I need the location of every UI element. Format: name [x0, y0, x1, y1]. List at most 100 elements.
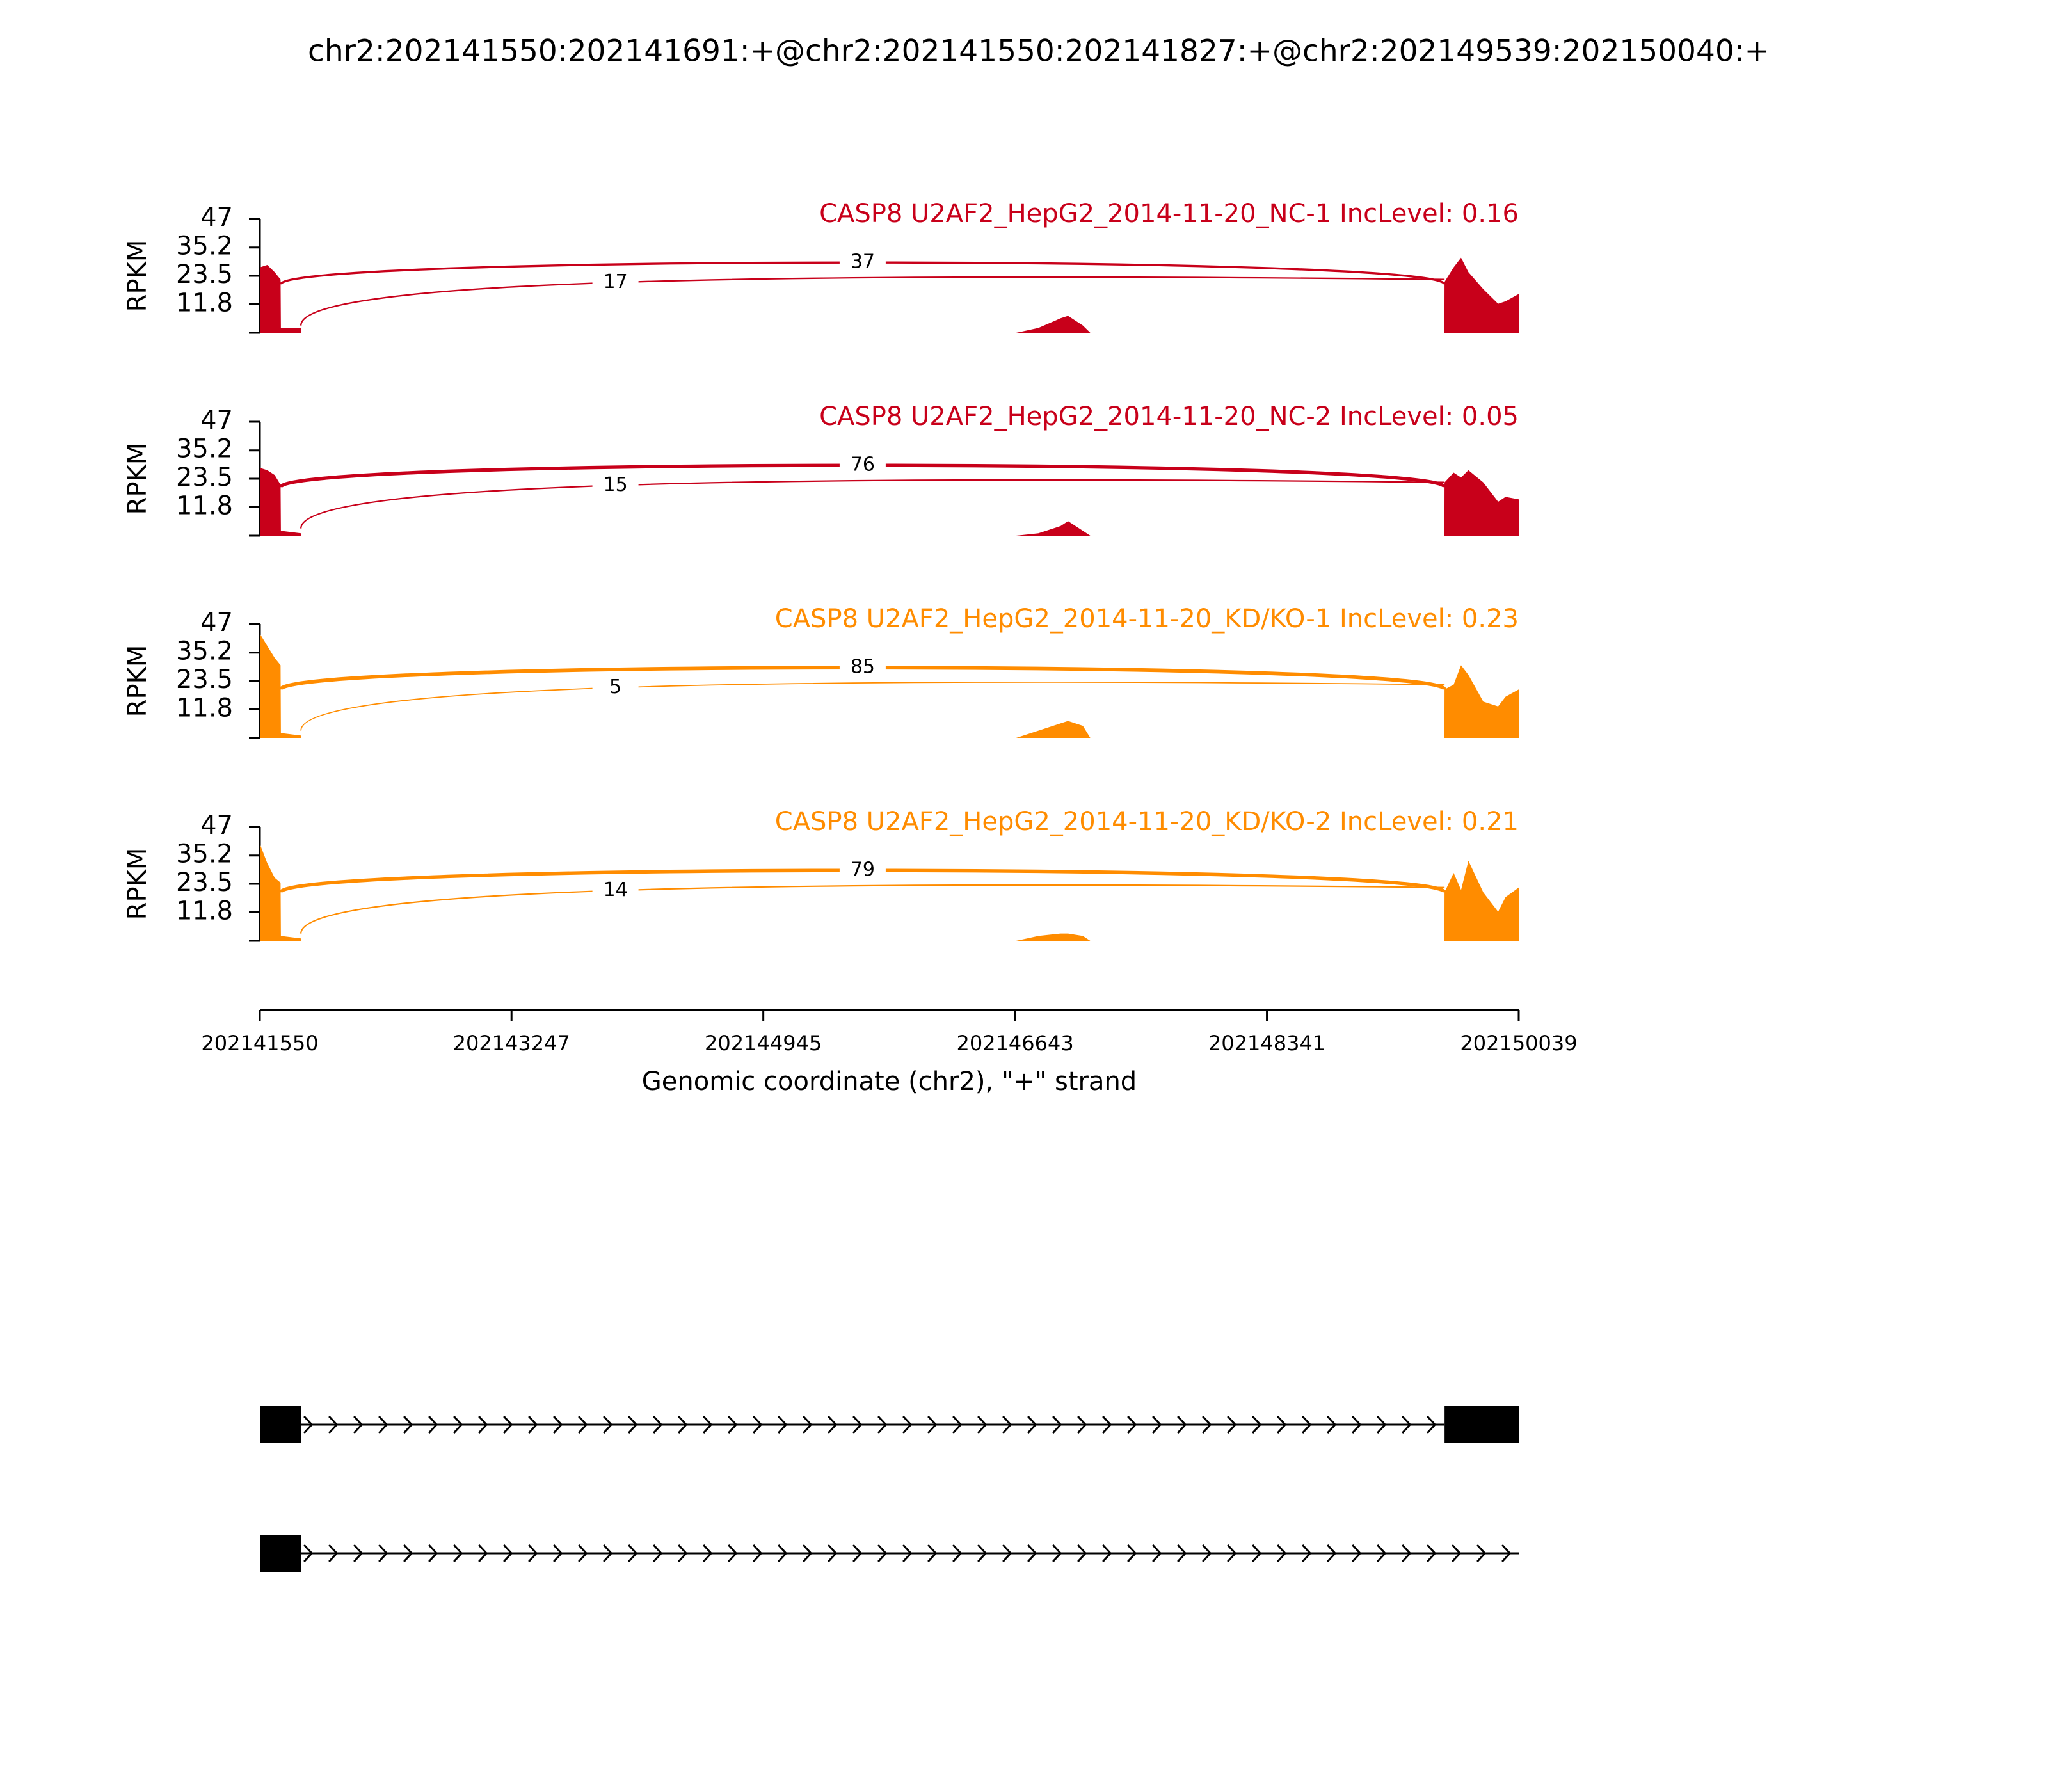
strand-chevron	[1152, 1544, 1162, 1563]
strand-chevron	[1327, 1544, 1337, 1563]
y-tick-label: 35.2	[176, 232, 233, 261]
strand-chevron	[1476, 1544, 1487, 1563]
strand-chevron	[1277, 1415, 1287, 1434]
y-tick-label: 23.5	[176, 665, 233, 694]
strand-chevron	[753, 1415, 763, 1434]
strand-chevron	[753, 1544, 763, 1563]
strand-chevron	[728, 1415, 738, 1434]
strand-chevron	[653, 1544, 663, 1563]
strand-chevron	[1127, 1415, 1137, 1434]
strand-chevron	[1102, 1415, 1112, 1434]
strand-chevron	[1327, 1415, 1337, 1434]
panel-title: CASP8 U2AF2_HepG2_2014-11-20_NC-1 IncLev…	[819, 199, 1519, 228]
junction-label-box	[839, 454, 886, 477]
strand-chevron	[1302, 1544, 1312, 1563]
exon	[260, 1406, 301, 1443]
strand-chevron	[703, 1415, 713, 1434]
x-tick-label: 202146643	[956, 1031, 1073, 1055]
strand-chevron	[1227, 1544, 1237, 1563]
x-tick-label: 202144945	[705, 1031, 822, 1055]
y-tick-label: 11.8	[176, 693, 233, 723]
strand-chevron	[503, 1415, 513, 1434]
strand-chevron	[1501, 1544, 1512, 1563]
strand-chevron	[1152, 1415, 1162, 1434]
strand-chevron	[553, 1544, 563, 1563]
strand-chevron	[977, 1544, 988, 1563]
y-axis-label: RPKM	[123, 443, 152, 515]
strand-chevron	[828, 1544, 838, 1563]
y-tick-label: 47	[200, 811, 233, 840]
x-tick-label: 202143247	[453, 1031, 570, 1055]
junction-label-box	[592, 879, 639, 902]
strand-chevron	[528, 1544, 538, 1563]
y-tick-label: 23.5	[176, 260, 233, 289]
y-tick-label: 11.8	[176, 491, 233, 520]
strand-chevron	[1427, 1544, 1437, 1563]
y-tick-label: 23.5	[176, 868, 233, 897]
strand-chevron	[303, 1544, 314, 1563]
strand-chevron	[1427, 1415, 1437, 1434]
strand-chevron	[428, 1544, 438, 1563]
strand-chevron	[1127, 1544, 1137, 1563]
y-tick-label: 47	[200, 203, 233, 232]
strand-chevron	[1302, 1415, 1312, 1434]
strand-chevron	[1352, 1415, 1362, 1434]
strand-chevron	[378, 1415, 388, 1434]
junction-label-box	[592, 271, 639, 294]
strand-chevron	[628, 1415, 638, 1434]
strand-chevron	[1402, 1544, 1412, 1563]
strand-chevron	[1227, 1415, 1237, 1434]
strand-chevron	[503, 1544, 513, 1563]
strand-chevron	[927, 1544, 938, 1563]
strand-chevron	[328, 1415, 339, 1434]
strand-chevron	[1402, 1415, 1412, 1434]
strand-chevron	[453, 1415, 463, 1434]
x-tick-label: 202150039	[1460, 1031, 1577, 1055]
strand-chevron	[728, 1544, 738, 1563]
strand-chevron	[1352, 1544, 1362, 1563]
strand-chevron	[1202, 1415, 1212, 1434]
panel-title: CASP8 U2AF2_HepG2_2014-11-20_NC-2 IncLev…	[819, 402, 1519, 431]
junction-label: 76	[851, 454, 875, 476]
junction-label: 85	[851, 656, 875, 678]
strand-chevron	[678, 1544, 688, 1563]
strand-chevron	[1077, 1544, 1087, 1563]
junction-label-box	[839, 860, 886, 882]
strand-chevron	[628, 1544, 638, 1563]
y-tick-label: 35.2	[176, 637, 233, 666]
strand-chevron	[478, 1415, 488, 1434]
x-tick-label: 202148341	[1208, 1031, 1325, 1055]
strand-chevron	[1177, 1415, 1187, 1434]
y-tick-label: 35.2	[176, 435, 233, 464]
strand-chevron	[528, 1415, 538, 1434]
strand-chevron	[303, 1415, 314, 1434]
strand-chevron	[1377, 1415, 1387, 1434]
x-tick-label: 202141550	[201, 1031, 318, 1055]
y-tick-label: 35.2	[176, 840, 233, 869]
strand-chevron	[678, 1415, 688, 1434]
strand-chevron	[353, 1544, 364, 1563]
strand-chevron	[1452, 1544, 1462, 1563]
y-axis-label: RPKM	[123, 645, 152, 717]
strand-chevron	[453, 1544, 463, 1563]
junction-label-box	[592, 676, 639, 699]
strand-chevron	[428, 1415, 438, 1434]
strand-chevron	[952, 1415, 963, 1434]
strand-chevron	[1027, 1415, 1037, 1434]
strand-chevron	[1002, 1544, 1012, 1563]
y-tick-label: 47	[200, 608, 233, 637]
panel-title: CASP8 U2AF2_HepG2_2014-11-20_KD/KO-1 Inc…	[775, 604, 1519, 634]
y-axis-label: RPKM	[123, 240, 152, 312]
y-tick-label: 11.8	[176, 288, 233, 317]
exon	[260, 1535, 301, 1572]
strand-chevron	[1202, 1544, 1212, 1563]
strand-chevron	[553, 1415, 563, 1434]
strand-chevron	[703, 1544, 713, 1563]
strand-chevron	[927, 1415, 938, 1434]
strand-chevron	[353, 1415, 364, 1434]
strand-chevron	[852, 1415, 863, 1434]
y-tick-label: 23.5	[176, 463, 233, 492]
strand-chevron	[1177, 1544, 1187, 1563]
strand-chevron	[378, 1544, 388, 1563]
